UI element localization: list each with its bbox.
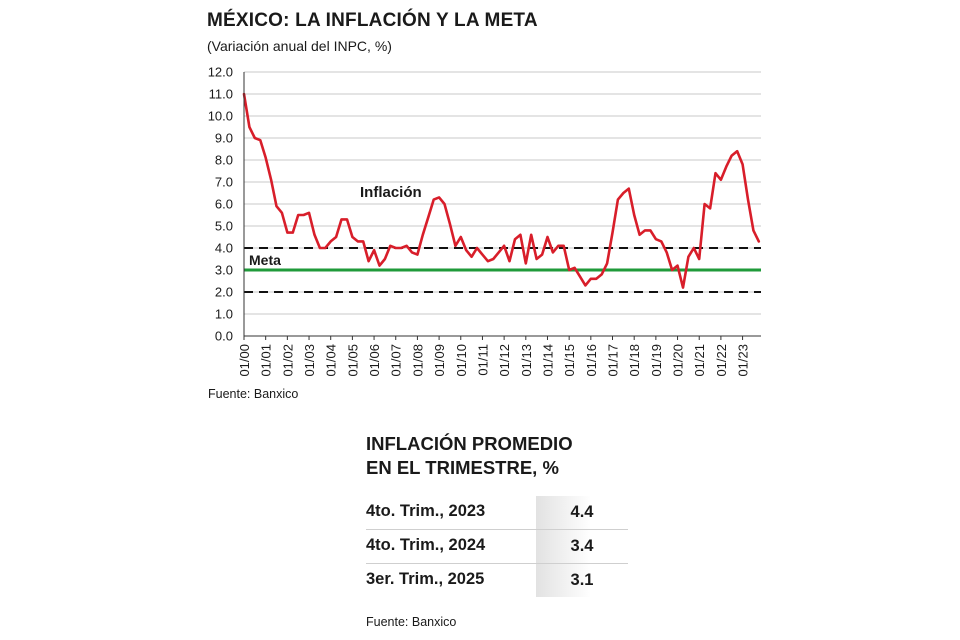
- y-tick-label: 12.0: [208, 65, 233, 80]
- y-tick-label: 6.0: [215, 197, 233, 212]
- y-tick-label: 2.0: [215, 285, 233, 300]
- x-tick-label: 01/15: [562, 344, 577, 377]
- series-layer: [242, 92, 761, 289]
- x-tick-label: 01/12: [497, 344, 512, 377]
- x-tick-label: 01/04: [324, 344, 339, 377]
- meta-label: Meta: [249, 252, 281, 268]
- y-tick-label: 9.0: [215, 131, 233, 146]
- grid-lines: [244, 71, 761, 337]
- x-tick-label: 01/07: [389, 344, 404, 377]
- chart-title: MÉXICO: LA INFLACIÓN Y LA META: [207, 10, 538, 31]
- y-tick-label: 3.0: [215, 263, 233, 278]
- x-tick-label: 01/01: [259, 344, 274, 377]
- y-tick-label: 7.0: [215, 175, 233, 190]
- chart-subtitle: (Variación anual del INPC, %): [207, 38, 392, 54]
- row-label: 3er. Trim., 2025: [366, 570, 485, 588]
- x-tick-label: 01/08: [410, 344, 425, 377]
- y-tick-label: 5.0: [215, 219, 233, 234]
- x-tick-label: 01/10: [454, 344, 469, 377]
- x-tick-label: 01/18: [627, 344, 642, 377]
- row-label: 4to. Trim., 2024: [366, 536, 486, 554]
- y-tick-label: 11.0: [209, 87, 233, 102]
- y-tick-label: 8.0: [215, 153, 233, 168]
- row-value: 3.1: [536, 564, 628, 597]
- inflation-line-chart: 12.0 11.0 10.0 9.0 8.0 7.0 6.0 5.0 4.0 3.0 2.0 1.0 0…: [208, 65, 761, 377]
- x-tick-label: 01/17: [606, 344, 621, 377]
- x-tick-label: 01/13: [519, 344, 534, 377]
- series-line-inflacion: [242, 92, 761, 289]
- y-tick-label: 10.0: [208, 109, 233, 124]
- chart-source: Fuente: Banxico: [208, 387, 299, 401]
- x-tick-label: 01/06: [367, 344, 382, 377]
- table-title-line-1: INFLACIÓN PROMEDIO: [366, 433, 573, 454]
- row-label: 4to. Trim., 2023: [366, 502, 486, 520]
- x-tick-label: 01/16: [584, 344, 599, 377]
- x-tick-label: 01/05: [345, 344, 360, 377]
- x-tick-label: 01/14: [540, 344, 555, 377]
- table-title: INFLACIÓN PROMEDIO EN EL TRIMESTRE, %: [366, 432, 573, 480]
- y-tick-label: 4.0: [215, 241, 233, 256]
- table-source: Fuente: Banxico: [366, 615, 457, 629]
- x-tick-label: 01/22: [714, 344, 729, 377]
- row-value: 3.4: [536, 530, 628, 563]
- table-title-line-2: EN EL TRIMESTRE, %: [366, 457, 559, 478]
- x-tick-label: 01/19: [649, 344, 664, 377]
- x-tick-label: 01/03: [302, 344, 317, 377]
- x-tick-label: 01/23: [736, 344, 751, 377]
- series-label-inflacion: Inflación: [360, 184, 422, 201]
- chart-labels: 12.0 11.0 10.0 9.0 8.0 7.0 6.0 5.0 4.0 3.0 2.0 1.0 0…: [208, 65, 751, 377]
- x-tick-label: 01/02: [280, 344, 295, 377]
- axes: [243, 72, 761, 340]
- table-row: 4to. Trim., 2024 3.4: [366, 530, 628, 564]
- x-tick-label: 01/00: [237, 344, 252, 377]
- x-tick-label: 01/20: [671, 344, 686, 377]
- table-row: 3er. Trim., 2025 3.1: [366, 564, 628, 597]
- y-tick-label: 1.0: [215, 307, 233, 322]
- table-row: 4to. Trim., 2023 4.4: [366, 496, 628, 530]
- x-tick-label: 01/09: [432, 344, 447, 377]
- row-value: 4.4: [536, 496, 628, 529]
- x-tick-label: 01/11: [475, 344, 490, 376]
- x-tick-label: 01/21: [692, 344, 707, 377]
- y-tick-label: 0.0: [215, 329, 233, 344]
- quarterly-average-table: 4to. Trim., 2023 4.4 4to. Trim., 2024 3.…: [366, 496, 628, 597]
